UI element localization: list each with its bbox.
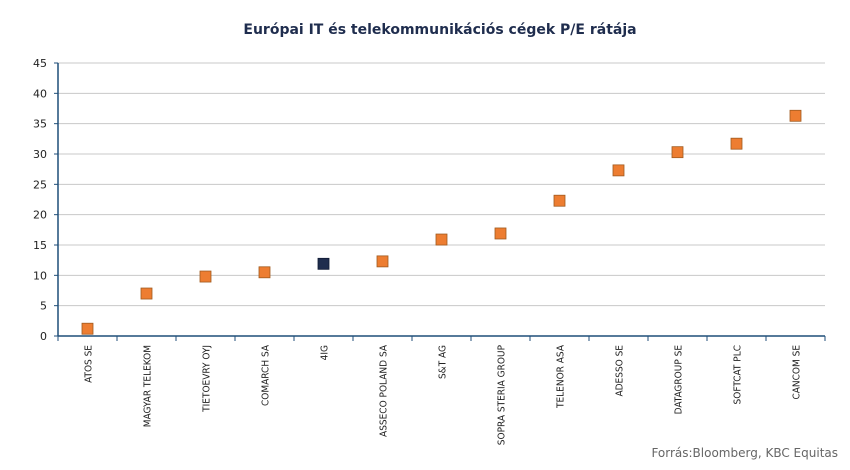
data-point [376,255,389,268]
data-point [140,287,153,300]
data-points [81,109,802,335]
y-tick-label: 25 [33,178,47,191]
x-category-label: SOFTCAT PLC [733,345,744,404]
x-category-label: ASSECO POLAND SA [379,344,390,437]
axes [54,62,826,341]
y-tick-label: 40 [33,87,47,100]
x-category-label: CANCOM SE [792,345,803,400]
x-category-label: SOPRA STERIA GROUP [497,344,508,445]
data-point [553,194,566,207]
x-category-label: ATOS SE [84,345,95,383]
source-note: Forrás:Bloomberg, KBC Equitas [651,446,838,460]
data-point [81,322,94,335]
x-axis-category-labels: ATOS SE MAGYAR TELEKOM TIETOEVRY OYJ COMARC… [84,344,803,445]
data-point [671,146,684,159]
data-point [494,227,507,240]
data-point [199,270,212,283]
y-tick-label: 45 [33,57,47,70]
y-tick-label: 0 [40,330,47,343]
x-category-label: TIETOEVRY OYJ [202,345,213,413]
x-category-label: DATAGROUP SE [674,345,685,415]
data-point [258,266,271,279]
data-point [435,233,448,246]
y-tick-label: 5 [40,300,47,313]
x-category-label: 4IG [320,345,331,360]
y-tick-label: 30 [33,148,47,161]
y-tick-label: 35 [33,118,47,131]
y-tick-label: 20 [33,209,47,222]
data-point [789,109,802,122]
data-point [612,164,625,177]
y-tick-label: 15 [33,239,47,252]
x-category-label: TELENOR ASA [556,344,567,409]
chart-title: Európai IT és telekommunikációs cégek P/… [243,22,637,38]
x-category-label: MAGYAR TELEKOM [143,345,154,427]
y-tick-label: 10 [33,269,47,282]
y-axis-ticks: 0 5 10 15 20 25 30 35 40 45 [33,57,47,343]
gridlines [58,62,825,307]
data-point-highlight [317,257,330,270]
data-point [730,137,743,150]
x-category-label: S&T AG [438,345,449,379]
x-category-label: ADESSO SE [615,345,626,397]
x-category-label: COMARCH SA [261,344,272,406]
